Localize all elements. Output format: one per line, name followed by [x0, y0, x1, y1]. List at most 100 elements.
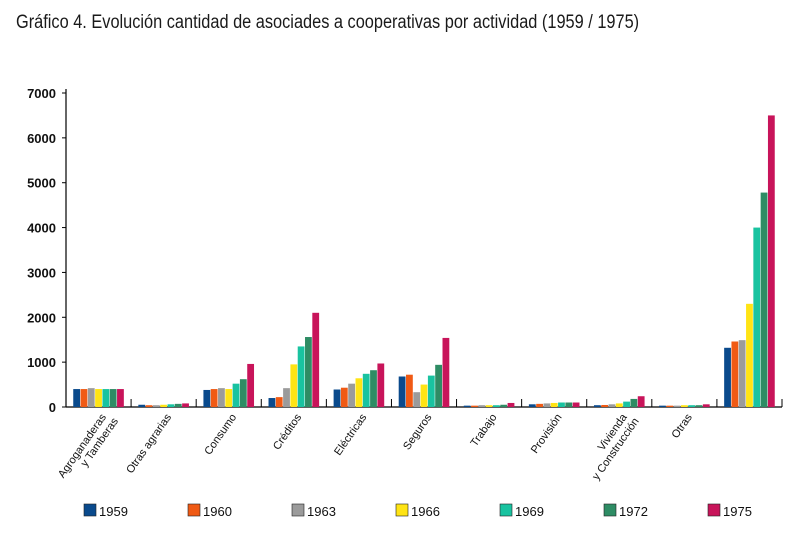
bar-1975: [572, 402, 580, 407]
bar-1972: [109, 389, 117, 407]
bar-1963: [348, 383, 356, 407]
bar-1972: [435, 364, 442, 407]
bar-1969: [753, 227, 761, 407]
bar-1966: [485, 405, 493, 407]
bar-1966: [680, 405, 688, 407]
bar-1959: [73, 389, 81, 407]
bar-1960: [210, 389, 218, 407]
bar-1963: [673, 405, 681, 407]
x-tick-label: Eléctricas: [332, 411, 369, 457]
legend-label: 1963: [307, 504, 336, 519]
bar-1972: [630, 398, 638, 407]
bar-1975: [442, 337, 450, 407]
legend-label: 1975: [723, 504, 752, 519]
bar-1966: [615, 403, 623, 407]
bar-1966: [225, 389, 233, 407]
bar-1975: [377, 363, 385, 407]
bar-1959: [659, 405, 666, 407]
bar-1969: [558, 402, 565, 407]
bar-1969: [492, 405, 500, 407]
bar-1959: [333, 389, 341, 407]
bar-1972: [500, 404, 508, 407]
bar-1959: [138, 404, 146, 407]
bar-1975: [507, 402, 515, 407]
bar-1959: [398, 376, 406, 407]
bar-1960: [340, 387, 348, 407]
bar-1969: [362, 373, 370, 407]
bar-1966: [420, 384, 428, 407]
legend-swatch-1972: [603, 503, 617, 517]
legend-swatch-1975: [707, 503, 721, 517]
bar-1960: [731, 341, 739, 407]
x-tick-label: Provisión: [529, 412, 565, 456]
bar-1972: [370, 370, 377, 407]
bar-1963: [608, 404, 616, 407]
bar-1960: [145, 405, 153, 407]
bar-1969: [102, 389, 110, 407]
bar-1966: [550, 402, 558, 407]
bar-1963: [218, 388, 225, 407]
bar-1972: [305, 337, 312, 407]
bar-1959: [724, 347, 731, 407]
bar-1966: [95, 389, 102, 407]
x-tick-label: Otras agrarias: [124, 411, 174, 475]
bar-1966: [355, 378, 363, 407]
bar-1969: [167, 404, 175, 407]
legend-label: 1959: [99, 504, 128, 519]
y-tick-label: 0: [49, 400, 56, 415]
bar-1966: [290, 364, 298, 407]
legend-label: 1960: [203, 504, 232, 519]
bar-1960: [666, 405, 674, 407]
bar-1960: [80, 389, 88, 407]
bar-1975: [247, 363, 255, 407]
bar-1963: [283, 388, 290, 407]
legend-swatch-1959: [83, 503, 97, 517]
bar-1963: [478, 405, 486, 407]
bar-1972: [174, 403, 182, 407]
y-tick-label: 7000: [27, 86, 56, 101]
legend-swatch-1963: [291, 503, 305, 517]
bar-1972: [239, 379, 247, 407]
y-tick-label: 2000: [27, 310, 56, 325]
bar-1960: [601, 404, 609, 407]
legend-label: 1969: [515, 504, 544, 519]
bar-1963: [738, 340, 746, 407]
legend-label: 1966: [411, 504, 440, 519]
bar-1959: [203, 389, 211, 407]
x-tick-label: Consumo: [202, 412, 239, 457]
bar-1969: [623, 401, 630, 407]
x-tick-label: Trabajo: [469, 412, 500, 449]
bar-1975: [312, 312, 320, 407]
legend-swatch-1960: [187, 503, 201, 517]
bar-1959: [268, 398, 276, 407]
bar-1972: [695, 405, 703, 407]
bar-1963: [87, 388, 95, 407]
bar-1960: [406, 374, 413, 407]
x-tick-label: Otras: [670, 411, 696, 440]
bar-1966: [746, 303, 753, 407]
bar-1969: [688, 405, 696, 407]
bar-1960: [536, 403, 543, 407]
bar-1975: [767, 115, 775, 407]
y-tick-label: 1000: [27, 355, 56, 370]
bar-1963: [543, 403, 551, 407]
chart-title: Gráfico 4. Evolución cantidad de asociad…: [16, 12, 640, 33]
bar-1959: [593, 405, 601, 407]
bar-1975: [182, 403, 189, 407]
bar-1975: [637, 396, 645, 407]
x-tick-label: Seguros: [401, 411, 435, 452]
bar-1972: [760, 192, 768, 407]
bar-1959: [528, 404, 536, 407]
bar-1975: [117, 389, 124, 407]
legend-swatch-1969: [499, 503, 513, 517]
bar-1966: [160, 404, 168, 407]
bar-1969: [427, 375, 435, 407]
y-tick-label: 4000: [27, 221, 56, 236]
bar-1963: [152, 405, 160, 407]
bar-1969: [297, 346, 305, 407]
legend-swatch-1966: [395, 503, 409, 517]
bar-1960: [471, 405, 478, 407]
y-tick-label: 6000: [27, 131, 56, 146]
bar-1975: [702, 404, 710, 407]
